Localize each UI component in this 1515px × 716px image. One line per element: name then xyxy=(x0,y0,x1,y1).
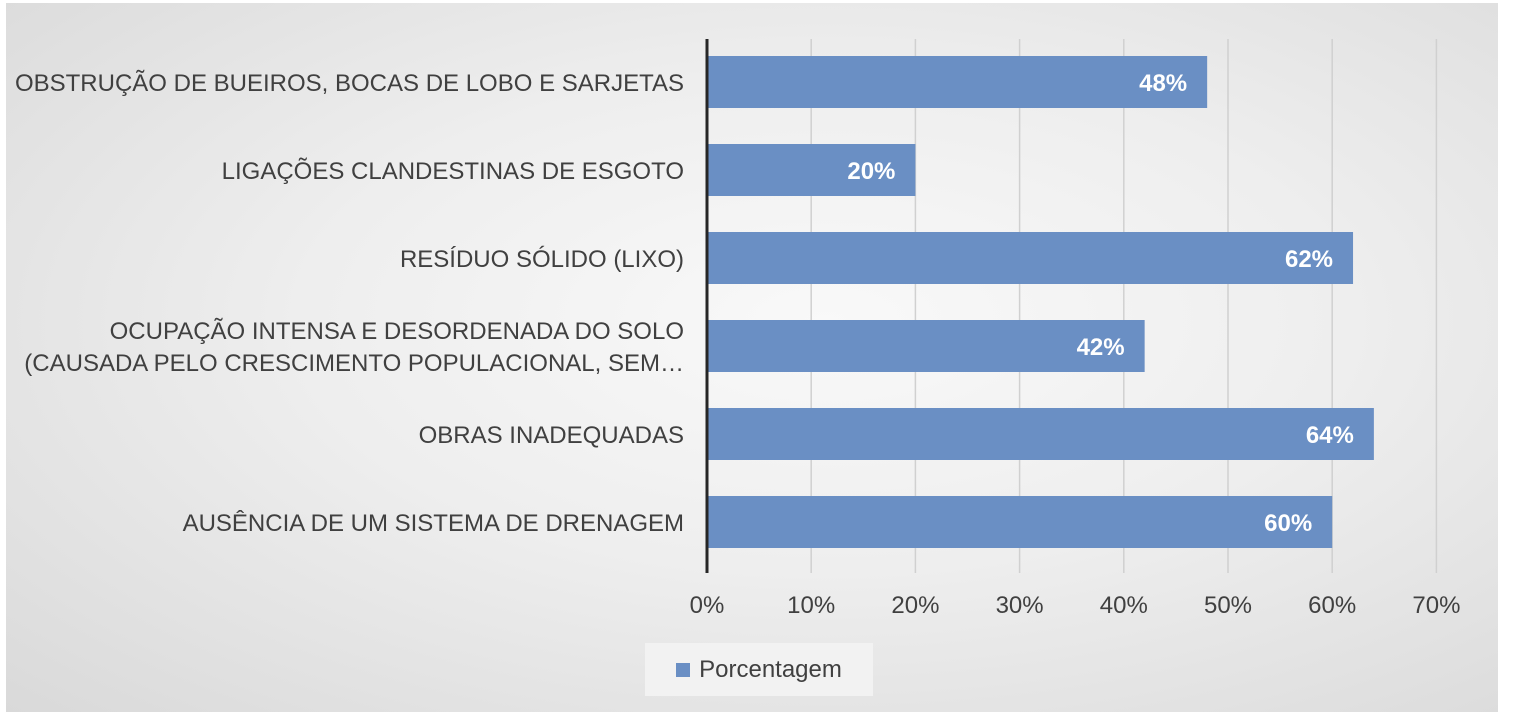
chart-area: 48% OBSTRUÇÃO DE BUEIROS, BOCAS DE LOBO E… xyxy=(6,3,1498,712)
legend-swatch xyxy=(676,662,691,677)
x-tick-label: 60% xyxy=(1308,592,1356,619)
data-label: 60% xyxy=(1264,510,1312,537)
bar xyxy=(707,232,1354,284)
data-label: 20% xyxy=(847,158,895,185)
category-label: OBRAS INADEQUADAS xyxy=(419,422,684,449)
data-label: 64% xyxy=(1306,422,1354,449)
category-label: OBSTRUÇÃO DE BUEIROS, BOCAS DE LOBO E SA… xyxy=(15,70,684,97)
category-label: AUSÊNCIA DE UM SISTEMA DE DRENAGEM xyxy=(183,510,684,537)
bar-chart: 48% OBSTRUÇÃO DE BUEIROS, BOCAS DE LOBO E… xyxy=(15,39,1460,619)
bar xyxy=(707,408,1374,460)
x-tick-label: 10% xyxy=(787,592,835,619)
data-label: 48% xyxy=(1139,70,1187,97)
x-tick-label: 30% xyxy=(996,592,1044,619)
x-tick-label: 20% xyxy=(891,592,939,619)
bar xyxy=(707,320,1145,372)
category-label: RESÍDUO SÓLIDO (LIXO) xyxy=(400,246,684,273)
legend-label: Porcentagem xyxy=(699,655,842,683)
category-label: (CAUSADA PELO CRESCIMENTO POPULACIONAL, … xyxy=(24,350,684,377)
legend: Porcentagem xyxy=(645,643,873,696)
data-label: 42% xyxy=(1077,334,1125,361)
x-tick-label: 50% xyxy=(1204,592,1252,619)
category-label: OCUPAÇÃO INTENSA E DESORDENADA DO SOLO xyxy=(110,318,684,345)
data-label: 62% xyxy=(1285,246,1333,273)
x-tick-label: 70% xyxy=(1412,592,1460,619)
category-label: LIGAÇÕES CLANDESTINAS DE ESGOTO xyxy=(222,157,684,185)
bar xyxy=(707,496,1333,548)
bar xyxy=(707,56,1208,108)
bar xyxy=(707,144,916,196)
x-tick-label: 0% xyxy=(690,592,725,619)
x-tick-label: 40% xyxy=(1100,592,1148,619)
